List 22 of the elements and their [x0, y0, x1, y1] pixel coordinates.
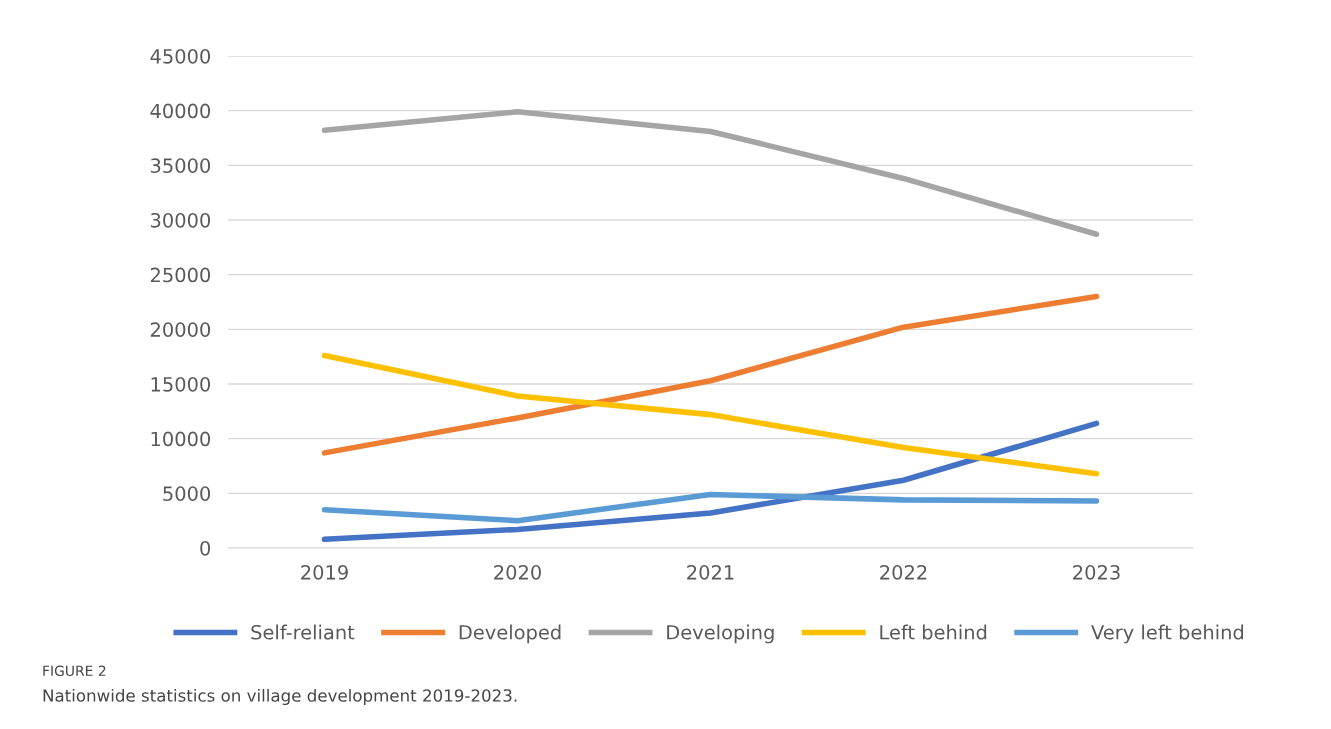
- y-tick-label: 45000: [150, 48, 211, 64]
- y-tick-label: 0: [200, 540, 211, 556]
- x-tick-label: 2022: [880, 565, 927, 580]
- legend-label: Very left behind: [1091, 624, 1244, 644]
- y-tick-label: 35000: [150, 158, 211, 173]
- x-tick-label: 2019: [301, 565, 348, 580]
- legend-label: Developed: [459, 624, 561, 644]
- y-tick-label: 15000: [151, 376, 211, 392]
- y-tick-label: 40000: [150, 103, 211, 119]
- caption: FIGURE 2: [43, 665, 106, 677]
- x-tick-label: 2021: [687, 565, 734, 580]
- y-tick-label: 10000: [151, 431, 211, 447]
- legend-label: Left behind: [880, 624, 987, 640]
- x-tick-label: 2023: [1073, 565, 1120, 580]
- legend-label: Self-reliant: [251, 624, 355, 640]
- text: Nationwide statistics on village development 2019-2023.: [43, 688, 517, 706]
- y-tick-label: 5000: [163, 486, 211, 501]
- y-tick-label: 25000: [150, 267, 211, 283]
- legend-label: Developing: [667, 624, 774, 644]
- y-tick-label: 30000: [150, 212, 211, 228]
- x-tick-label: 2020: [494, 565, 541, 580]
- y-tick-label: 20000: [150, 322, 211, 337]
